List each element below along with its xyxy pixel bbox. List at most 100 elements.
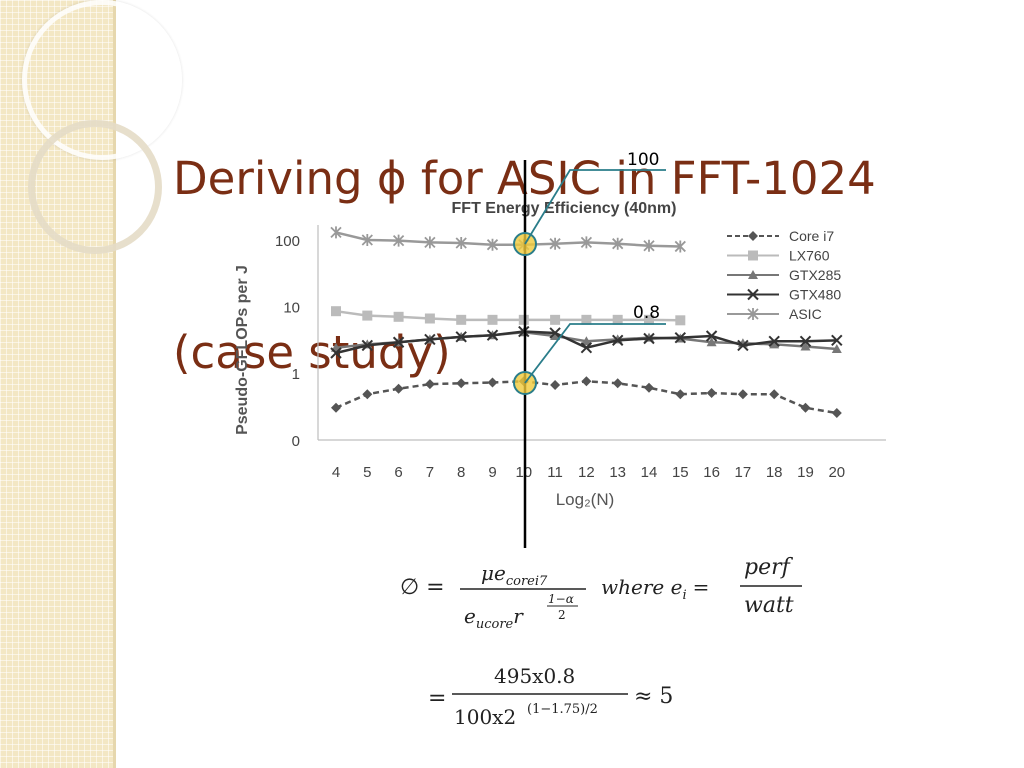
data-point (486, 329, 499, 341)
x-tick-label: 18 (766, 464, 783, 481)
x-axis-label: Log₂(N) (556, 490, 615, 509)
eq2-numerator: 495x0.8 (494, 664, 575, 688)
data-point (644, 314, 654, 325)
decorative-circle (28, 120, 162, 254)
data-point (675, 389, 686, 400)
formula-numerator-main: μe (481, 561, 506, 585)
x-tick-label: 14 (641, 464, 658, 481)
x-tick-label: 5 (363, 464, 371, 481)
formula-numerator-sub: corei7 (506, 574, 548, 589)
legend-label: GTX480 (789, 287, 841, 303)
sidebar-edge (113, 0, 116, 768)
data-point (581, 376, 592, 387)
data-point (800, 402, 811, 413)
slide-title: Deriving ϕ for ASIC in FFT-1024 (case st… (173, 34, 876, 440)
series-core-i7 (331, 376, 842, 419)
data-point (393, 383, 404, 394)
formula-exp-num: 1−α (548, 592, 574, 606)
x-tick-label: 11 (547, 464, 563, 481)
data-point (768, 335, 780, 347)
data-point (424, 379, 435, 390)
legend-item: LX760 (727, 248, 830, 264)
data-point (643, 239, 655, 252)
formula-numerator: μecorei7 (481, 561, 548, 589)
data-point (424, 333, 436, 346)
formula-lhs: ∅ = (400, 575, 445, 600)
series-gtx480 (330, 325, 843, 359)
data-point (362, 389, 373, 400)
legend-label: LX760 (789, 248, 830, 264)
data-point (831, 343, 842, 353)
data-point (487, 314, 498, 325)
data-point (737, 389, 748, 400)
data-point (706, 388, 717, 399)
data-point (643, 332, 655, 345)
legend-item: ASIC (727, 306, 822, 322)
formula-perf: perf (744, 555, 794, 580)
data-point (705, 330, 718, 342)
y-tick-label: 1 (292, 366, 300, 383)
data-point (361, 339, 374, 352)
phi-formula: ∅ = μecorei7 eucorer 1−α 2 where ei = per… (400, 555, 802, 729)
x-tick-label: 9 (488, 464, 496, 481)
chart-title: FFT Energy Efficiency (40nm) (452, 200, 677, 217)
data-point (831, 408, 842, 419)
data-point (611, 334, 624, 347)
callout-leader-mid (524, 323, 666, 384)
series-line (335, 231, 681, 248)
data-point (675, 315, 686, 326)
data-point (424, 313, 435, 324)
data-point (330, 347, 342, 359)
formula-exp-den: 2 (558, 608, 566, 622)
data-point (456, 314, 467, 325)
data-point (747, 288, 759, 301)
formula-where-eq: = (693, 575, 710, 599)
data-point (612, 314, 623, 325)
legend-label: Core i7 (789, 228, 834, 244)
data-point (362, 310, 373, 321)
x-tick-label: 13 (609, 464, 626, 481)
eq2-result: ≈ 5 (634, 684, 673, 709)
formula-denominator-r: r (513, 604, 524, 628)
data-point (361, 234, 373, 246)
data-point (550, 331, 561, 341)
x-tick-label: 20 (828, 464, 845, 481)
data-point (424, 236, 436, 249)
formula-where-sub: i (682, 588, 686, 603)
legend-item: Core i7 (727, 228, 834, 244)
data-point (580, 342, 593, 354)
y-tick-label: 0 (292, 433, 300, 450)
data-point (549, 327, 561, 339)
data-point (748, 231, 758, 241)
data-point (769, 339, 780, 349)
data-point (674, 240, 686, 253)
slide-title-line2: (case study) (173, 326, 451, 379)
legend-label: ASIC (789, 306, 822, 322)
data-point (674, 331, 687, 344)
data-point (487, 377, 498, 388)
data-point (455, 237, 467, 250)
data-point (550, 380, 561, 391)
data-point (456, 378, 467, 389)
data-point (581, 336, 592, 346)
legend-item: GTX285 (727, 267, 841, 283)
data-point (331, 306, 341, 317)
x-tick-label: 19 (797, 464, 814, 481)
data-point (392, 234, 405, 247)
data-point (393, 311, 404, 322)
eq2-lhs: = (428, 686, 446, 711)
data-point (831, 334, 843, 347)
data-point (455, 331, 467, 343)
data-point (799, 335, 812, 347)
data-point (769, 389, 780, 400)
data-point (392, 336, 405, 348)
data-point (549, 237, 561, 250)
x-tick-label: 17 (735, 464, 752, 481)
x-tick-label: 15 (672, 464, 689, 481)
data-point (612, 378, 623, 389)
series-asic (330, 226, 686, 253)
data-point (581, 314, 592, 325)
x-tick-label: 8 (457, 464, 465, 481)
data-point (486, 238, 499, 251)
x-tick-label: 6 (394, 464, 402, 481)
